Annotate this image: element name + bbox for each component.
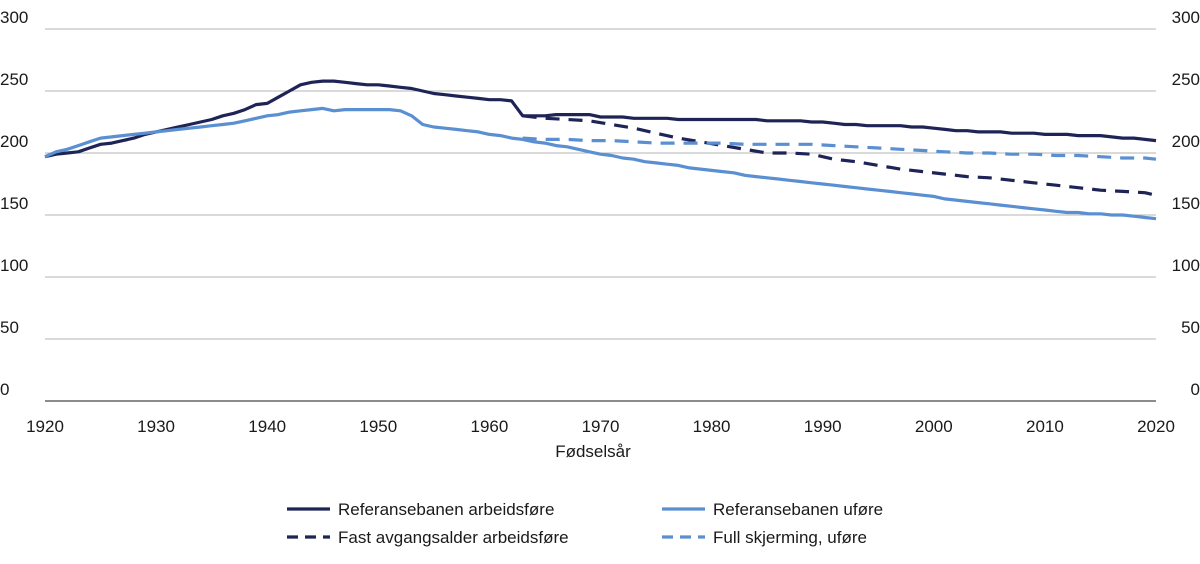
y-tick-label-left: 250 [0, 70, 28, 89]
series-lines [44, 79, 1157, 221]
x-tick-label: 1950 [359, 417, 397, 436]
x-tick-label: 1960 [470, 417, 508, 436]
y-tick-label-left: 300 [0, 8, 28, 27]
x-tick-label: 2000 [915, 417, 953, 436]
y-tick-label-left: 50 [0, 318, 19, 337]
legend: Referansebanen arbeidsføre Fast avgangsal… [287, 500, 883, 547]
x-tick-label: 1970 [582, 417, 620, 436]
y-tick-label-right: 100 [1172, 256, 1200, 275]
y-tick-label-left: 200 [0, 132, 28, 151]
series-line-4 [522, 136, 1157, 161]
legend-label-1: Referansebanen arbeidsføre [338, 500, 554, 519]
y-tick-label-left: 150 [0, 194, 28, 213]
gridlines [45, 28, 1156, 402]
legend-label-4: Full skjerming, uføre [713, 528, 867, 547]
y-tick-label-right: 200 [1172, 132, 1200, 151]
legend-label-2: Fast avgangsalder arbeidsføre [338, 528, 569, 547]
series-line-3 [44, 106, 1157, 221]
y-tick-label-right: 150 [1172, 194, 1200, 213]
x-tick-label: 1930 [137, 417, 175, 436]
x-tick-label: 2010 [1026, 417, 1064, 436]
y-tick-label-right: 0 [1191, 380, 1200, 399]
y-tick-label-right: 300 [1172, 8, 1200, 27]
y-tick-label-left: 0 [0, 380, 9, 399]
y-tick-label-left: 100 [0, 256, 28, 275]
y-tick-label-right: 250 [1172, 70, 1200, 89]
x-tick-label: 1990 [804, 417, 842, 436]
series-line-1 [44, 79, 1157, 159]
x-axis-title: Fødselsår [555, 442, 631, 461]
y-tick-label-right: 50 [1181, 318, 1200, 337]
series-line-2 [522, 114, 1157, 197]
legend-label-3: Referansebanen uføre [713, 500, 883, 519]
x-tick-label: 1940 [248, 417, 286, 436]
x-tick-label: 2020 [1137, 417, 1175, 436]
x-tick-label: 1920 [26, 417, 64, 436]
x-tick-label: 1980 [693, 417, 731, 436]
tick-labels: 0 0 50 50 100 100 150 150 200 200 250 250 300 300 1920… [0, 8, 1200, 436]
